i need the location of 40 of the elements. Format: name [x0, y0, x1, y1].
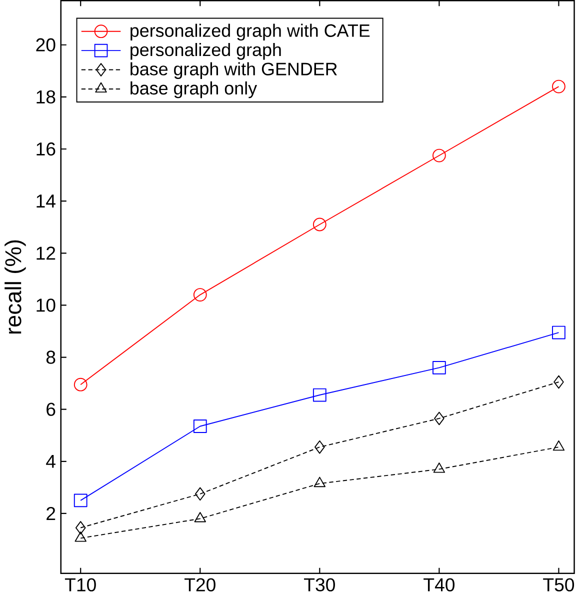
point: [74, 378, 88, 392]
point: [194, 487, 206, 501]
legend-label: base graph with GENDER: [130, 62, 337, 79]
point: [75, 521, 86, 534]
point: [314, 440, 325, 454]
y-tick-label: 14: [36, 194, 56, 208]
point: [312, 388, 326, 402]
point: [434, 412, 444, 426]
point: [432, 148, 446, 162]
legend-label: personalized graph with CATE: [130, 24, 370, 41]
x-tick-label: T30: [304, 578, 335, 592]
point: [193, 420, 207, 433]
point: [193, 288, 207, 302]
x-tick-label: T50: [542, 578, 574, 592]
point: [432, 360, 446, 374]
y-tick-label: 12: [36, 246, 55, 260]
point: [552, 80, 566, 94]
point: [74, 494, 88, 508]
y-tick-label: 20: [36, 38, 56, 52]
point: [552, 440, 564, 451]
point: [194, 512, 206, 522]
point: [553, 375, 564, 389]
y-axis-title: recall (%): [4, 240, 26, 334]
x-tick-label: T40: [423, 578, 454, 592]
point: [312, 218, 326, 232]
y-tick-label: 4: [46, 454, 56, 468]
x-tick-label: T20: [184, 578, 216, 592]
legend-label: personalized graph: [130, 43, 281, 60]
y-tick-label: 2: [46, 506, 55, 520]
legend-label: base graph only: [130, 81, 257, 98]
point: [552, 326, 566, 340]
y-tick-label: 18: [36, 90, 56, 104]
y-tick-label: 10: [36, 298, 56, 312]
y-tick-label: 16: [36, 142, 56, 156]
y-tick-label: 8: [46, 350, 56, 364]
point: [314, 476, 326, 488]
x-tick-label: T10: [64, 578, 96, 592]
y-tick-label: 6: [46, 402, 56, 416]
point: [74, 531, 86, 542]
point: [433, 462, 445, 473]
